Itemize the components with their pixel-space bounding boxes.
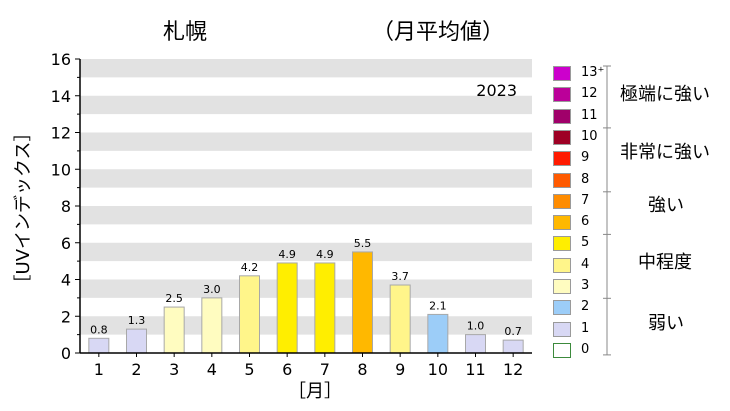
legend-level-label: 0 — [581, 341, 590, 357]
legend-level-label: 4 — [581, 256, 590, 272]
x-tick-label: 8 — [357, 360, 367, 379]
legend-level-label: 13⁺ — [581, 65, 605, 80]
legend-level-label: 5 — [581, 235, 590, 251]
legend-swatch-0 — [553, 342, 571, 358]
bar-11 — [465, 334, 486, 354]
legend-swatch-13⁺ — [553, 66, 571, 81]
y-tick-label: 4 — [61, 271, 71, 290]
legend-swatch-3 — [553, 279, 571, 294]
bar-7 — [314, 262, 336, 354]
grid-band — [80, 279, 532, 298]
legend-level-label: 7 — [581, 192, 590, 208]
chart-subtitle: （月平均値） — [372, 20, 505, 45]
bar-value-label: 1.0 — [467, 320, 485, 333]
legend-swatch-1 — [553, 321, 571, 337]
grid-band — [80, 59, 532, 78]
bar-value-label: 2.5 — [165, 292, 183, 305]
city-title: 札幌 — [163, 20, 208, 45]
y-tick-label: 12 — [51, 124, 71, 143]
legend-swatch-11 — [553, 108, 571, 124]
bar-value-label: 4.2 — [241, 261, 259, 274]
legend-swatch-10 — [553, 129, 571, 145]
x-tick-label: 12 — [503, 360, 523, 379]
grid-band — [80, 132, 532, 151]
bar-12 — [502, 339, 524, 354]
bar-value-label: 3.7 — [391, 270, 409, 283]
bar-value-label: 1.3 — [128, 314, 146, 327]
grid-band — [80, 95, 532, 115]
y-tick-label: 8 — [61, 197, 71, 216]
legend-level-label: 2 — [581, 299, 590, 315]
legend-swatch-6 — [553, 215, 571, 231]
bar-10 — [427, 313, 449, 354]
grid-band — [80, 169, 532, 188]
x-tick-label: 10 — [428, 360, 448, 379]
legend-category-label: 弱い — [648, 313, 684, 334]
bar-6 — [276, 262, 298, 354]
legend-level-label: 9 — [581, 150, 590, 166]
x-tick-label: 5 — [244, 360, 254, 379]
y-axis-label: ［UVインデックス］ — [13, 123, 34, 293]
x-axis-label: ［月］ — [288, 381, 342, 402]
x-tick-label: 11 — [465, 360, 485, 379]
y-tick-label: 6 — [61, 234, 71, 253]
bar-value-label: 4.9 — [316, 248, 334, 261]
bar-value-label: 2.1 — [429, 299, 447, 312]
legend-swatch-2 — [553, 300, 571, 316]
legend-level-label: 11 — [581, 107, 598, 123]
legend-bracket — [603, 65, 611, 356]
y-tick-label: 10 — [51, 160, 71, 179]
grid-band — [80, 206, 532, 225]
legend-swatch-4 — [553, 257, 571, 273]
legend-level-label: 8 — [581, 171, 590, 187]
legend-level-label: 1 — [581, 320, 590, 336]
x-tick-label: 9 — [395, 360, 405, 379]
bar-value-label: 4.9 — [278, 248, 296, 261]
bar-4 — [201, 297, 223, 354]
bar-value-label: 5.5 — [354, 237, 372, 250]
uv-legend: 13⁺ 12 11 10 9 8 7 6 5 4 3 2 1 0 極端に強い 非常に強い 強い 中程度 弱い — [553, 63, 730, 363]
x-tick-label: 6 — [282, 360, 292, 379]
bar-value-label: 3.0 — [203, 283, 221, 296]
legend-level-label: 10 — [581, 128, 598, 144]
legend-level-label: 3 — [581, 278, 590, 293]
legend-swatch-7 — [553, 193, 571, 209]
bar-9 — [389, 284, 411, 354]
legend-level-label: 6 — [581, 214, 590, 230]
y-tick-label: 14 — [51, 87, 71, 106]
legend-swatch-9 — [553, 151, 571, 167]
y-tick-label: 0 — [61, 344, 71, 363]
x-tick-label: 1 — [94, 360, 104, 379]
legend-swatch-12 — [553, 87, 571, 103]
x-tick-label: 2 — [131, 360, 141, 379]
bar-value-label: 0.8 — [90, 323, 108, 336]
bar-2 — [126, 328, 147, 354]
bar-1 — [88, 337, 110, 354]
grid-band — [80, 242, 532, 262]
y-tick-label: 16 — [51, 50, 71, 69]
bar-3 — [163, 306, 185, 354]
x-tick-label: 7 — [320, 360, 330, 379]
x-tick-label: 4 — [207, 360, 217, 379]
legend-category-label: 中程度 — [638, 252, 692, 273]
year-label: 2023 — [476, 81, 517, 100]
legend-swatch-5 — [553, 236, 571, 252]
legend-category-label: 極端に強い — [620, 84, 710, 105]
grid-band — [80, 316, 532, 335]
bar-5 — [239, 275, 260, 354]
x-tick-label: 3 — [169, 360, 179, 379]
legend-category-label: 強い — [648, 195, 684, 216]
legend-level-label: 12 — [581, 86, 598, 102]
legend-swatch-8 — [553, 172, 571, 188]
legend-category-label: 非常に強い — [620, 142, 710, 163]
y-tick-label: 2 — [61, 307, 71, 326]
bar-value-label: 0.7 — [504, 325, 522, 338]
bar-8 — [352, 251, 373, 354]
